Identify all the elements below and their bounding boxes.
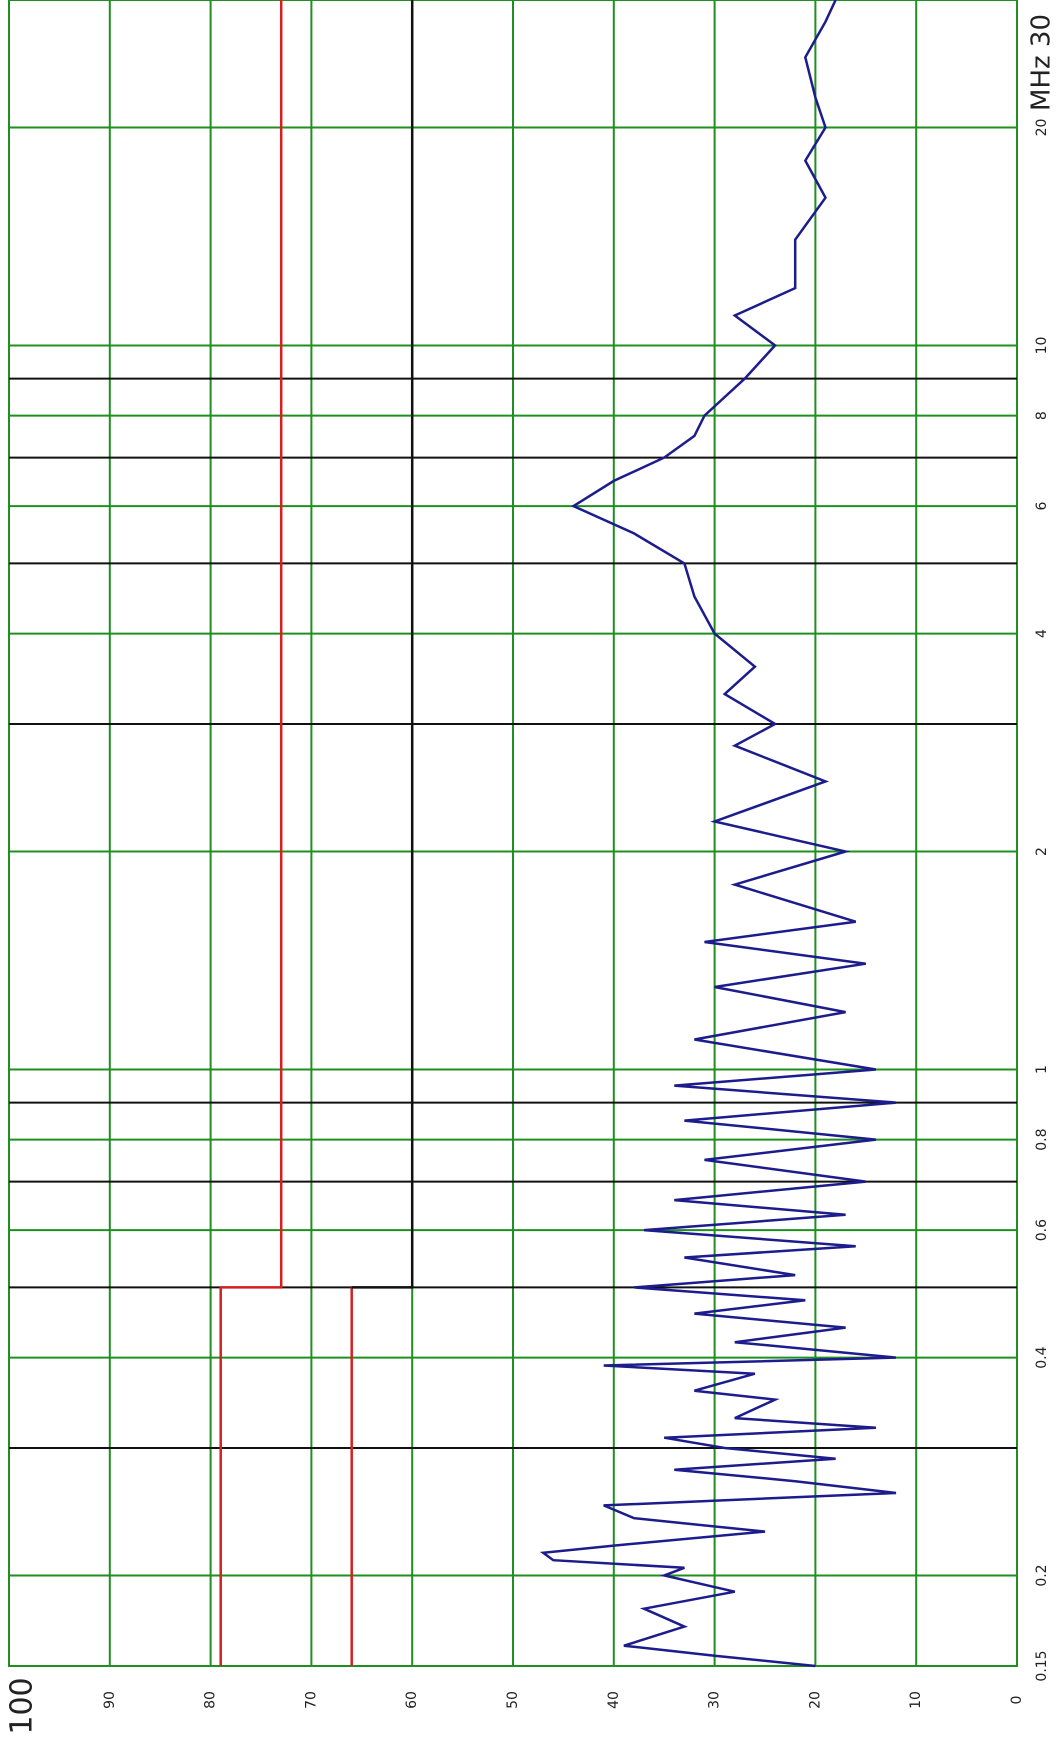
x-tick-label: 6 — [1034, 502, 1050, 511]
y-tick-label: 0 — [1009, 1696, 1025, 1705]
y-tick-label: 40 — [606, 1691, 622, 1709]
y-tick-label: 10 — [908, 1691, 924, 1709]
series-line — [219, 0, 283, 1666]
x-tick-label: 20 — [1034, 119, 1050, 137]
series-line — [351, 0, 414, 1289]
series-line — [539, 0, 897, 1668]
y-tick-label: 50 — [505, 1691, 521, 1709]
x-tick-label: 0.15 — [1034, 1650, 1050, 1681]
x-tick-label: 0.6 — [1034, 1219, 1050, 1241]
x-tick-label: 8 — [1034, 411, 1050, 420]
y-tick-label: 60 — [404, 1691, 420, 1709]
y-tick-label: 70 — [303, 1691, 319, 1709]
x-tick-label: 2 — [1034, 847, 1050, 856]
y-tick-label: 30 — [707, 1691, 723, 1709]
x-tick-label: 0.4 — [1034, 1346, 1050, 1368]
y-tick-label: 100 — [5, 1677, 40, 1734]
x-tick-label: 4 — [1034, 629, 1050, 638]
x-tick-label: 1 — [1034, 1065, 1050, 1074]
y-tick-label: 20 — [807, 1691, 823, 1709]
y-tick-label: 80 — [203, 1691, 219, 1709]
y-tick-label: 90 — [102, 1691, 118, 1709]
x-tick-label: 0.2 — [1034, 1564, 1050, 1586]
x-tick-label: 0.8 — [1034, 1129, 1050, 1151]
x-tick-label: MHz 30 — [1027, 14, 1057, 111]
x-tick-label: 10 — [1034, 337, 1050, 355]
